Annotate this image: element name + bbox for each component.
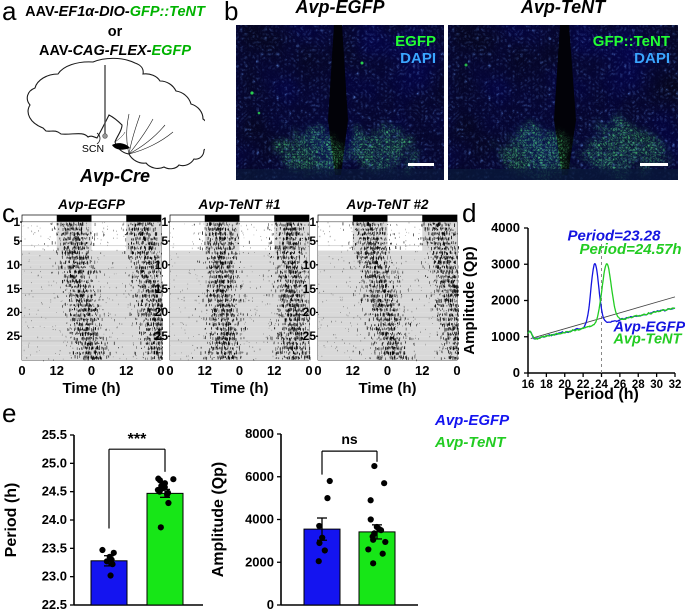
svg-text:SCN: SCN — [82, 143, 104, 155]
